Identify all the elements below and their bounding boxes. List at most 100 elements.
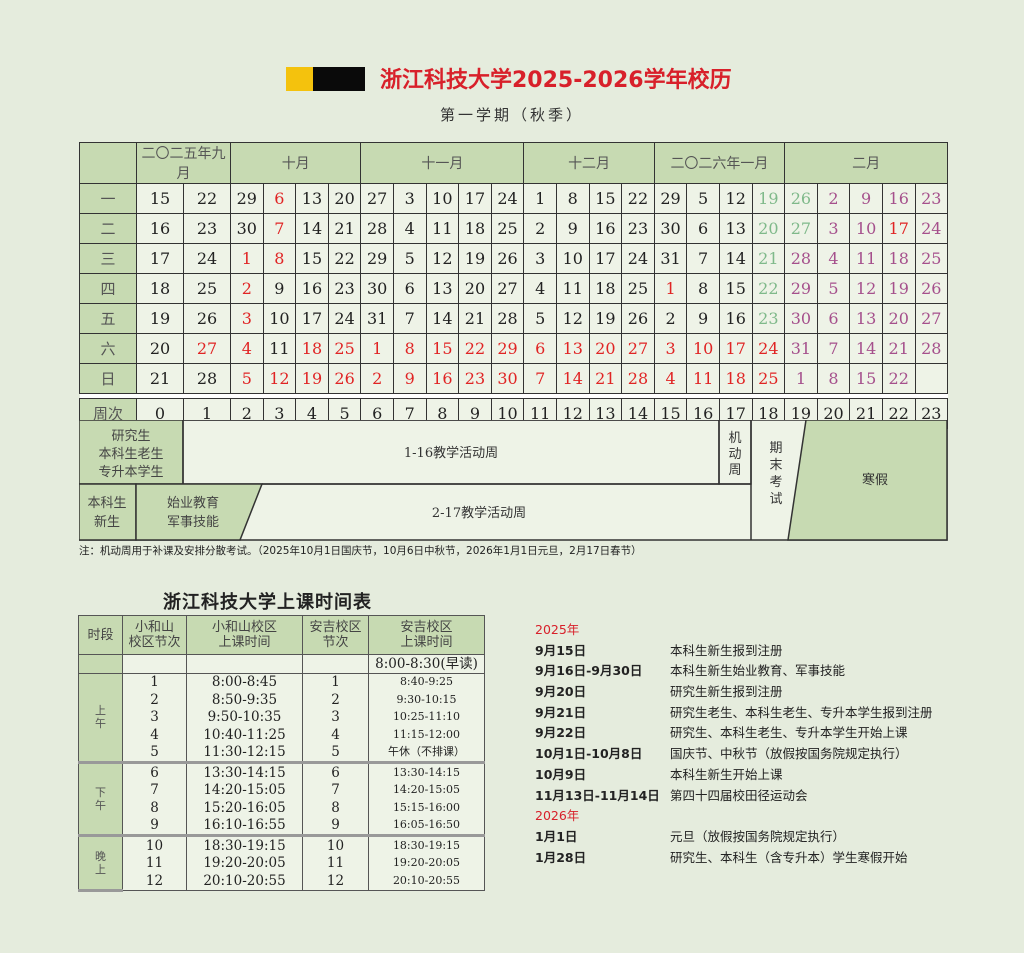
date-cell: 19 (136, 303, 184, 334)
date-cell: 13 (849, 303, 883, 334)
date-cell (914, 363, 949, 394)
date-cell: 15 (849, 363, 883, 394)
date-cell: 1 (230, 243, 264, 274)
date-cell: 28 (914, 333, 949, 364)
schedule-row: 4 10:40-11:25 4 11:15-12:00 (79, 726, 485, 744)
schedule-cell: 4 (122, 726, 187, 744)
header-xhs-period: 小和山 校区节次 (122, 615, 187, 655)
winter-break-label: 寒假 (862, 472, 888, 488)
date-cell: 23 (327, 273, 362, 304)
final-exam-char: 考 (769, 475, 782, 490)
weekday-label: 日 (79, 363, 137, 394)
event-year: 2025年 (535, 622, 580, 637)
flex-week-char: 周 (728, 463, 741, 478)
event-year: 2026年 (535, 808, 580, 824)
event-item: 1月1日 元旦（放假按国务院规定执行） (535, 827, 933, 848)
date-cell: 7 (686, 243, 720, 274)
winter-break-cell (787, 420, 948, 541)
date-cell: 28 (360, 213, 394, 244)
schedule-cell: 2 (122, 691, 187, 709)
date-cell: 14 (555, 363, 590, 394)
schedule-cell: 3 (302, 708, 369, 726)
schedule-row: 下午 6 13:30-14:15 6 13:30-14:15 (78, 762, 485, 837)
date-cell: 21 (327, 213, 362, 244)
empty-cell (302, 654, 369, 674)
weekday-label: 一 (79, 183, 137, 214)
date-cell: 26 (327, 363, 362, 394)
event-date: 10月1日-10月8日 (535, 746, 643, 762)
date-cell: 25 (490, 213, 525, 244)
event-item: 9月20日 研究生新生报到注册 (535, 682, 933, 703)
date-cell: 4 (392, 213, 427, 244)
schedule-cell: 10:25-11:10 (368, 708, 485, 726)
event-text: 本科生新生报到注册 (670, 642, 783, 658)
teaching-a-label: 1-16教学活动周 (404, 445, 498, 461)
date-cell: 23 (183, 213, 231, 244)
date-cell: 6 (262, 183, 297, 214)
event-date: 9月15日 (535, 642, 587, 658)
weekday-row: 五 19 26 3 10 17 24 31 7 14 21 28 5 12 19 26 2 9 16 23 30 6 13 2… (79, 303, 949, 334)
schedule-row: 3 9:50-10:35 3 10:25-11:10 (79, 708, 485, 726)
date-cell: 16 (425, 363, 460, 394)
schedule-cell: 5 (122, 743, 187, 764)
group-a-line1: 研究生 (111, 429, 150, 444)
schedule-cell: 13:30-14:15 (186, 762, 303, 782)
date-cell: 19 (588, 303, 623, 334)
segment-label: 下午 (78, 762, 123, 837)
flex-week-char: 动 (728, 447, 741, 462)
weekday-row: 日 21 28 5 12 19 26 2 9 16 23 30 7 14 21 28 4 11 18 25 1 8 15 22 (79, 363, 949, 394)
date-cell: 12 (849, 273, 883, 304)
schedule-cell: 16:05-16:50 (368, 816, 485, 837)
date-cell: 17 (588, 243, 623, 274)
date-cell: 10 (555, 243, 590, 274)
event-item: 9月15日 本科生新生报到注册 (535, 641, 933, 662)
date-cell: 31 (360, 303, 394, 334)
flex-week-char: 机 (728, 431, 741, 446)
schedule-cell: 8:50-9:35 (186, 691, 303, 709)
early-reading-time: 8:00-8:30(早读) (368, 654, 485, 674)
date-cell: 30 (360, 273, 394, 304)
date-cell: 27 (360, 183, 394, 214)
event-text: 国庆节、中秋节（放假按国务院规定执行） (670, 746, 908, 762)
schedule-cell: 2 (302, 691, 369, 709)
schedule-cell: 8:40-9:25 (368, 673, 485, 691)
event-date: 9月20日 (535, 684, 587, 700)
teaching-b-label: 2-17教学活动周 (432, 505, 526, 521)
date-cell: 24 (183, 243, 231, 274)
date-cell: 20 (881, 303, 916, 334)
date-cell: 8 (392, 333, 427, 364)
date-cell: 3 (230, 303, 264, 334)
date-cell: 11 (849, 243, 883, 274)
date-cell: 22 (327, 243, 362, 274)
early-reading-row: 8:00-8:30(早读) (78, 654, 485, 674)
date-cell: 19 (295, 363, 329, 394)
date-cell: 21 (458, 303, 492, 334)
schedule-cell: 1 (302, 673, 369, 691)
date-cell: 11 (686, 363, 720, 394)
schedule-row: 2 8:50-9:35 2 9:30-10:15 (79, 691, 485, 709)
date-cell: 22 (881, 363, 916, 394)
date-cell: 23 (458, 363, 492, 394)
schedule-cell: 13:30-14:15 (368, 762, 485, 782)
date-cell: 31 (784, 333, 818, 364)
schedule-cell: 午休（不排课） (368, 743, 485, 764)
schedule-cell: 14:20-15:05 (186, 781, 303, 799)
weekday-label: 五 (79, 303, 137, 334)
event-text: 本科生新生开始上课 (670, 766, 783, 782)
date-cell: 28 (490, 303, 525, 334)
date-cell: 3 (816, 213, 851, 244)
month-header: 二〇二五年九月 (136, 142, 231, 184)
date-cell: 28 (784, 243, 818, 274)
date-cell: 16 (136, 213, 184, 244)
event-text: 本科生新生始业教育、军事技能 (670, 663, 846, 679)
segment-label: 上午 (78, 673, 123, 764)
date-cell: 28 (621, 363, 655, 394)
date-cell: 16 (588, 213, 623, 244)
schedule-cell: 10:40-11:25 (186, 726, 303, 744)
date-cell: 10 (849, 213, 883, 244)
month-header: 十一月 (360, 142, 525, 184)
date-cell: 12 (262, 363, 297, 394)
schedule-cell: 12 (122, 872, 187, 891)
date-cell: 24 (751, 333, 786, 364)
logo-yellow-block (286, 67, 314, 91)
